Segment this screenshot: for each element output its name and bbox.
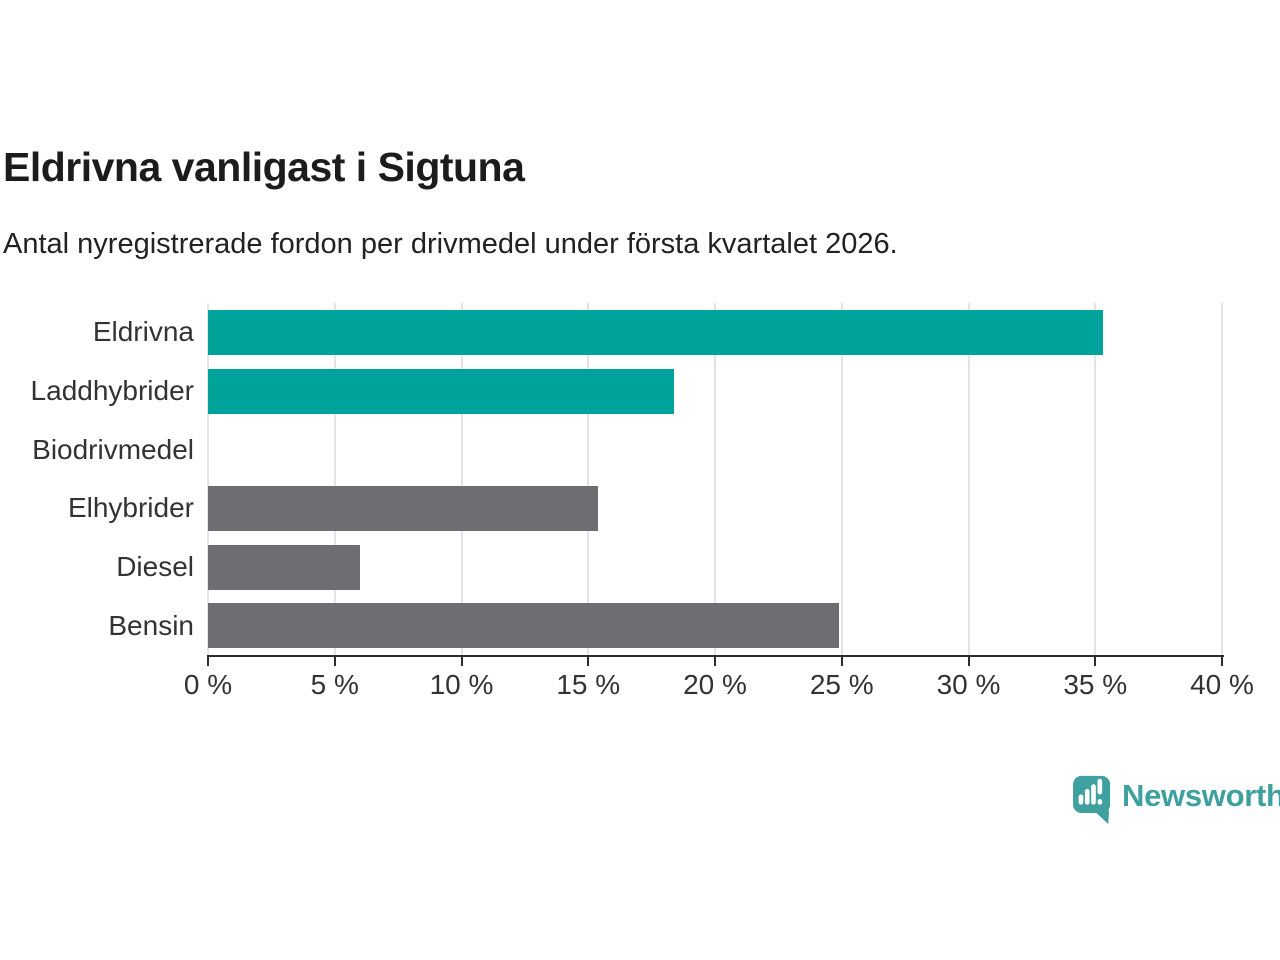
- x-axis-tick: [207, 657, 209, 666]
- gridline: [1221, 303, 1223, 655]
- gridline: [460, 303, 463, 655]
- x-axis-tick: [1221, 657, 1223, 666]
- x-axis-tick-label: 15 %: [556, 669, 621, 700]
- gridline: [333, 303, 336, 655]
- category-axis: Eldrivna Laddhybrider Biodrivmedel Elhybrid…: [0, 303, 194, 655]
- bar-laddhybrider: [208, 368, 675, 414]
- bar-bensin: [208, 603, 840, 649]
- x-axis-tick-label: 0 %: [183, 669, 233, 700]
- gridline: [207, 303, 209, 655]
- x-axis-tick-label: 5 %: [310, 669, 359, 700]
- x-axis-line: [207, 655, 1224, 657]
- x-axis-tick: [460, 657, 463, 666]
- bar-chart: Eldrivna Laddhybrider Biodrivmedel Elhybrid…: [0, 303, 1280, 713]
- x-axis-tick: [714, 657, 716, 666]
- chart-subtitle: Antal nyregistrerade fordon per drivmede…: [3, 228, 898, 260]
- plot-area: [207, 303, 1223, 655]
- gridline: [587, 303, 590, 655]
- gridline: [967, 303, 970, 655]
- gridline: [714, 303, 716, 655]
- bar-diesel: [208, 544, 361, 590]
- x-axis-tick: [587, 657, 590, 666]
- bar-eldrivna: [208, 309, 1103, 355]
- newsworthy-logo-icon: [1073, 775, 1111, 825]
- x-axis-tick-label: 40 %: [1190, 669, 1254, 700]
- x-axis-tick-label: 10 %: [429, 669, 494, 700]
- bar-elhybrider: [208, 485, 599, 531]
- x-axis-tick: [1094, 657, 1097, 666]
- category-label: Elhybrider: [67, 492, 194, 524]
- x-axis-tick-label: 35 %: [1063, 669, 1128, 700]
- gridline: [840, 303, 843, 655]
- category-label: Biodrivmedel: [32, 433, 194, 465]
- x-axis-tick: [967, 657, 970, 666]
- x-axis-tick-label: 20 %: [683, 669, 747, 700]
- x-axis-tick: [333, 657, 336, 666]
- category-label: Diesel: [116, 550, 194, 582]
- x-axis-tick-label: 30 %: [936, 669, 1001, 700]
- category-label: Bensin: [108, 609, 194, 641]
- category-label: Eldrivna: [92, 316, 194, 348]
- newsworthy-logo-text: Newsworthy: [1122, 778, 1280, 813]
- x-axis-tick-label: 25 %: [809, 669, 874, 700]
- gridline: [1094, 303, 1097, 655]
- x-axis-tick: [840, 657, 843, 666]
- category-label: Laddhybrider: [30, 374, 194, 406]
- newsworthy-logo: Newsworthy: [1072, 775, 1280, 825]
- chart-title: Eldrivna vanligast i Sigtuna: [3, 144, 525, 190]
